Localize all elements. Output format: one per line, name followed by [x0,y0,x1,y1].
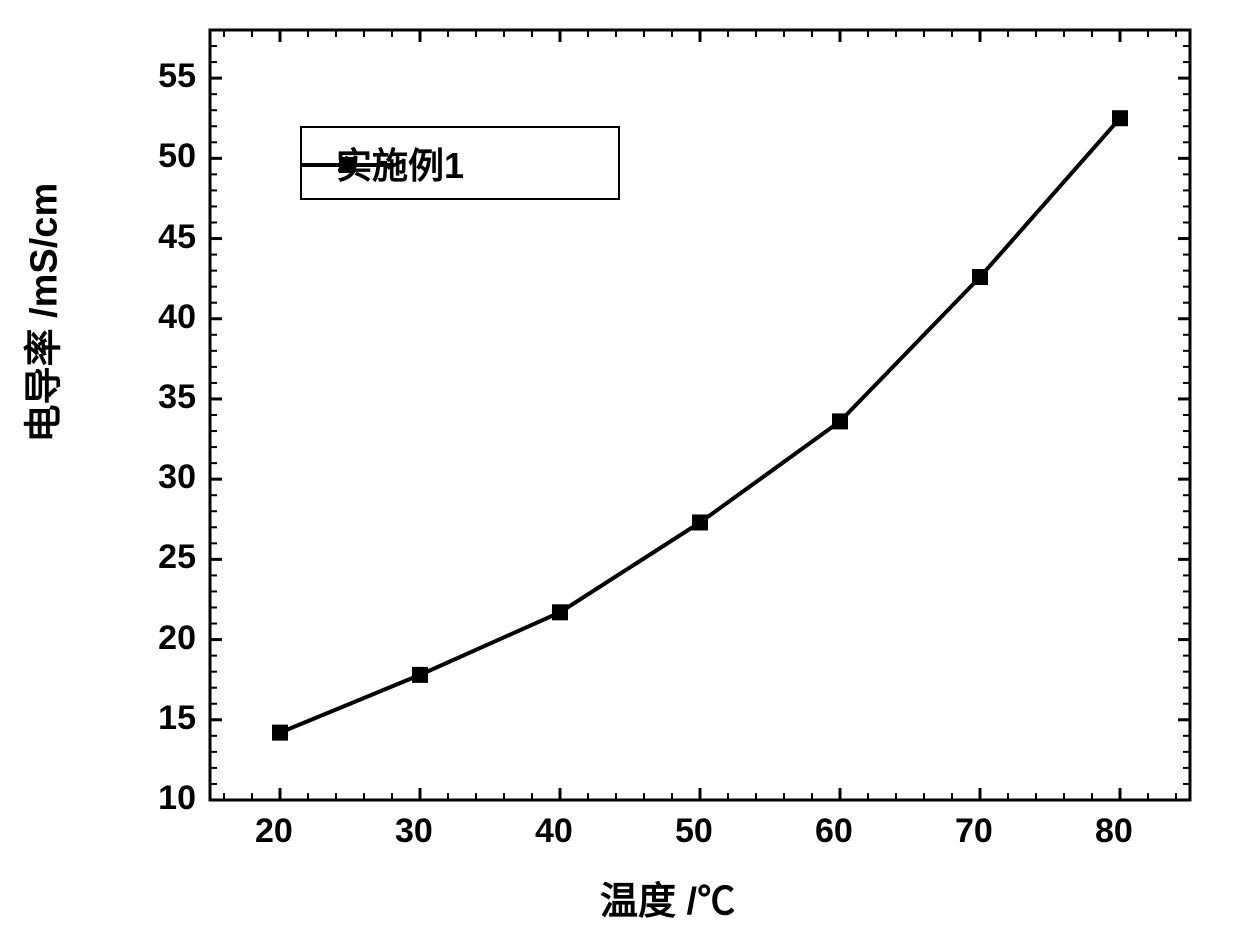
y-tick-label: 20 [158,619,196,658]
legend-marker-icon [302,128,392,202]
y-axis-title: 电导率 /mS/cm [13,403,68,443]
x-tick-label: 80 [1095,812,1133,851]
x-tick-label: 70 [955,812,993,851]
y-tick-label: 55 [158,57,196,96]
x-axis-title: 温度 /℃ [600,870,735,925]
y-tick-label: 10 [158,779,196,818]
legend: 实施例1 [300,126,620,200]
x-tick-label: 40 [535,812,573,851]
y-tick-label: 50 [158,137,196,176]
x-tick-label: 20 [255,812,293,851]
x-tick-label: 60 [815,812,853,851]
chart-container: 20 30 40 50 60 70 80 10 15 20 25 30 35 40 45 50 55 电导率 /m… [0,0,1240,947]
y-tick-label: 25 [158,538,196,577]
y-tick-label: 15 [158,699,196,738]
x-tick-label: 30 [395,812,433,851]
y-tick-label: 35 [158,378,196,417]
y-tick-label: 30 [158,458,196,497]
x-tick-label: 50 [675,812,713,851]
y-tick-label: 40 [158,298,196,337]
y-tick-label: 45 [158,218,196,257]
